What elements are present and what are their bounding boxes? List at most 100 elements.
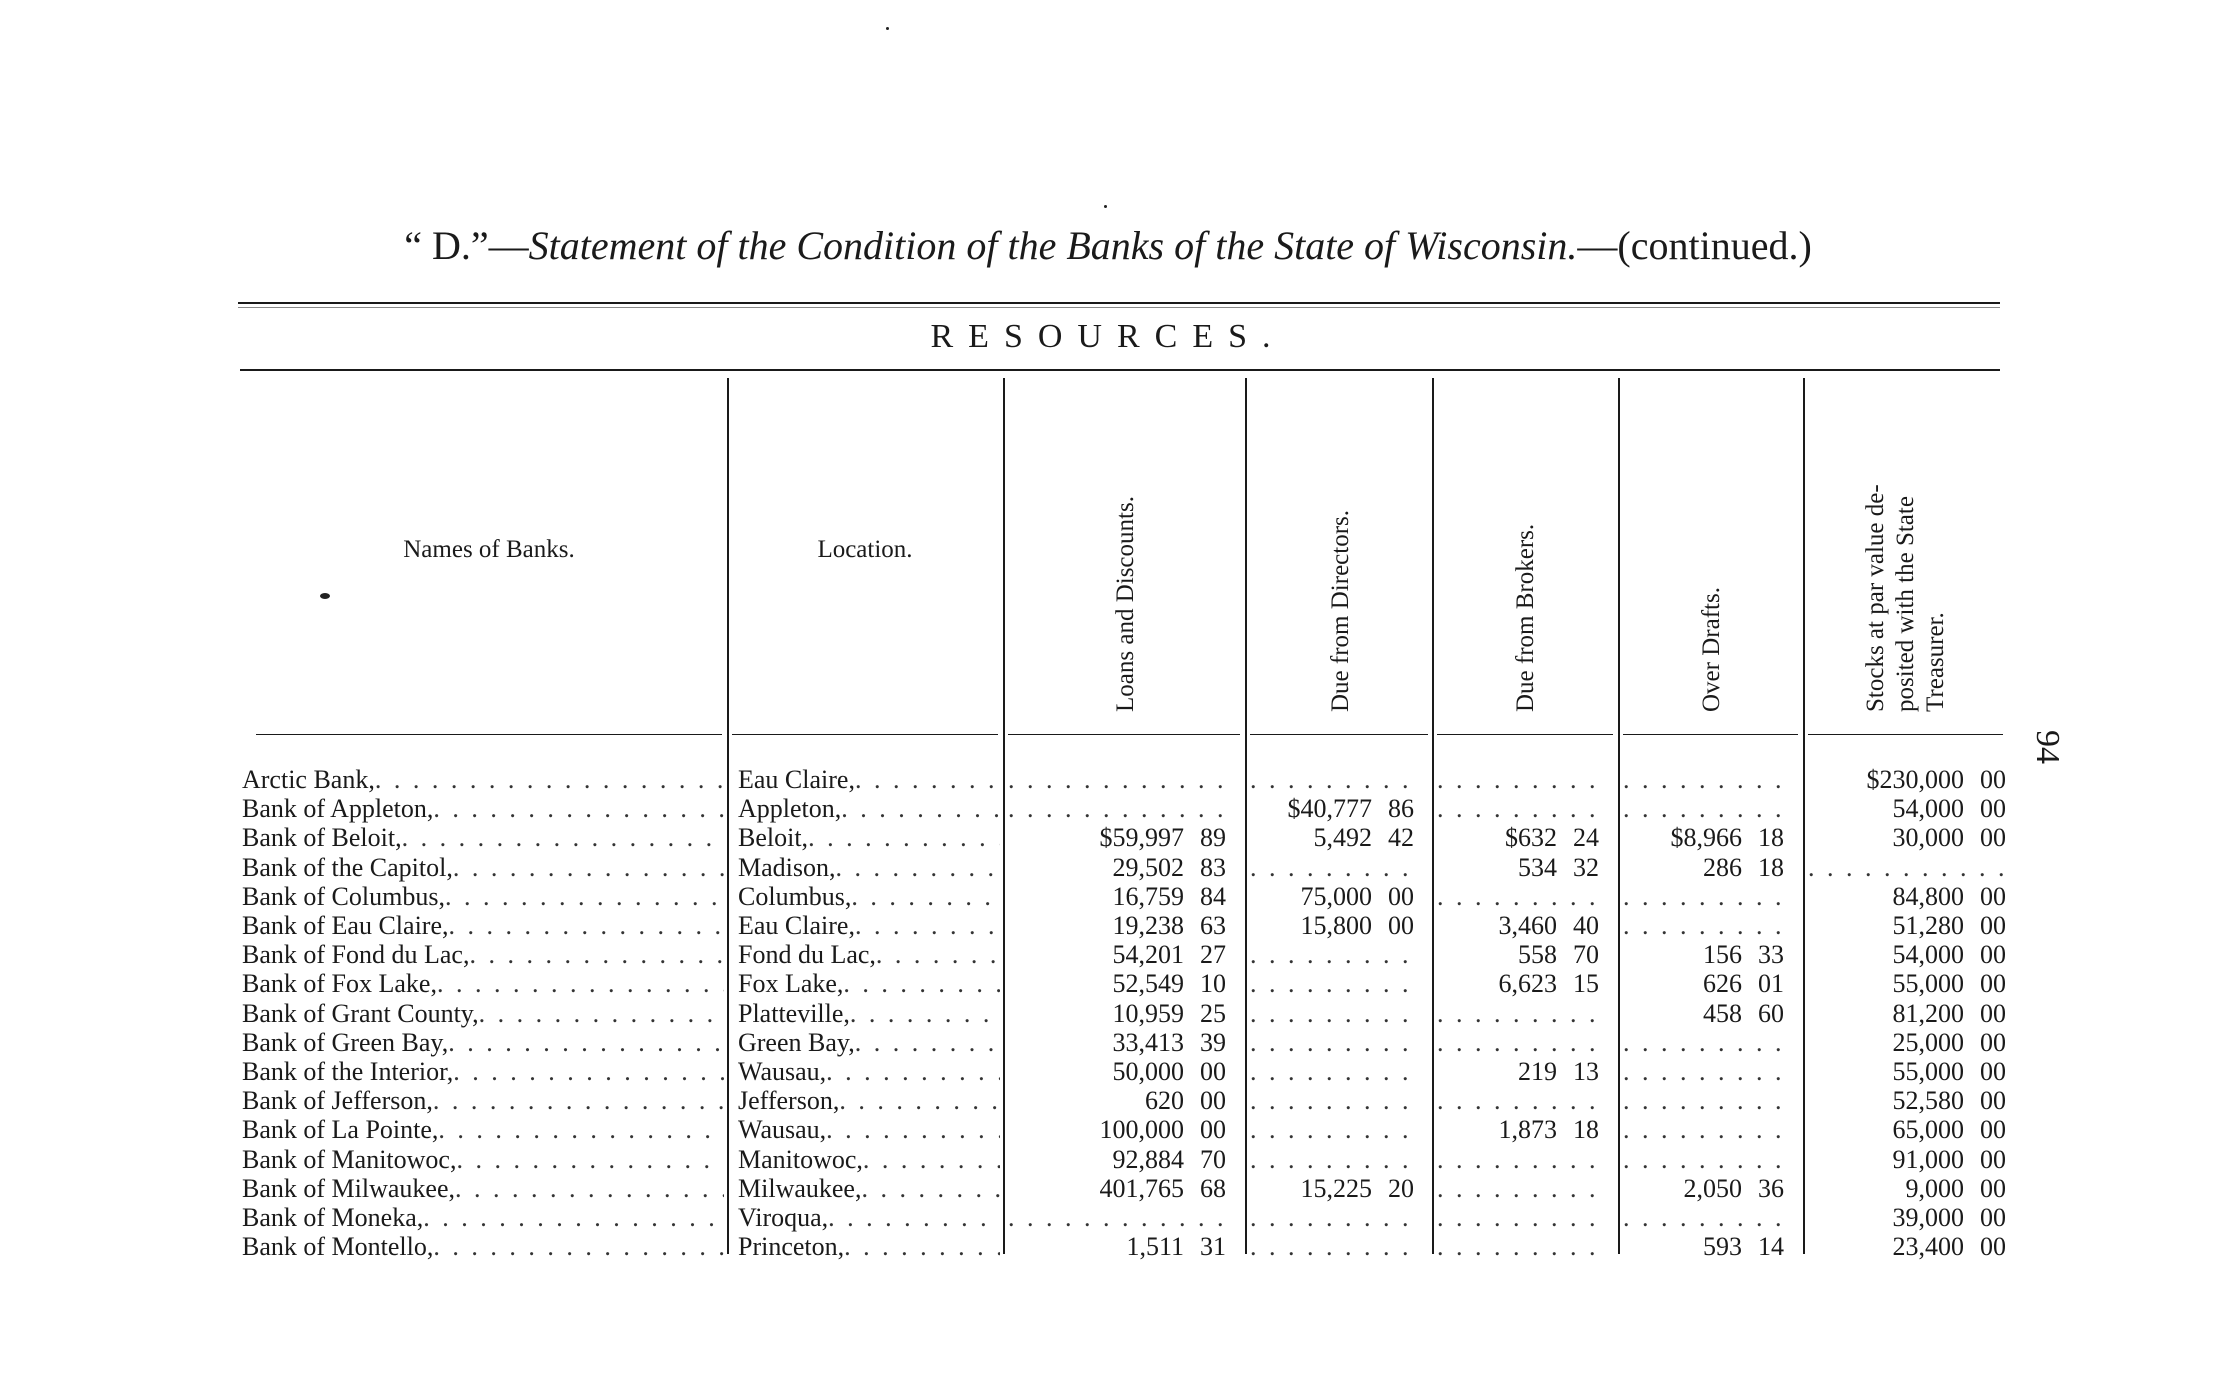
dot-leader: . . . . . . . . . . . . . . . . . . . . …: [433, 1232, 724, 1262]
page-number: 94: [2029, 730, 2066, 764]
dot-leader: . . . . . . . . . . . . . . . . . . . . …: [433, 794, 724, 824]
loans-cell: 401,765 68: [1008, 1173, 1227, 1203]
bank-name-cell: Bank of the Capitol,. . . . . . . . . . …: [242, 853, 724, 882]
directors-cell: 15,225 20: [1250, 1173, 1415, 1203]
stocks-dollars: 55,000: [1892, 1057, 1965, 1086]
table-row: Arctic Bank,. . . . . . . . . . . . . . …: [0, 765, 2216, 794]
loans-cell: 1,511 31: [1008, 1232, 1226, 1261]
stocks-cents: 00: [1980, 998, 2006, 1028]
dot-leader: . . . . . . . . . . . . . . . . . . . . …: [862, 1144, 1000, 1174]
brokers-cell: . . . . . . . . . . . . . . . . . . . . …: [1437, 1144, 1599, 1174]
brokers-cents: 32: [1573, 852, 1599, 882]
brokers-cell: . . . . . . . . . . . . . . . . . . . . …: [1437, 998, 1599, 1028]
loans-dollars: $59,997: [1099, 823, 1185, 853]
bank-location: Eau Claire,: [738, 911, 855, 940]
brokers-cents: 40: [1573, 911, 1599, 940]
overdrafts-dollars: $8,966: [1670, 823, 1743, 853]
dot-leader: . . . . . . . . . . . . . . . . . . . . …: [448, 911, 725, 940]
stocks-cell: 84,800 00: [1808, 882, 2007, 911]
bank-name-cell: Bank of Eau Claire,. . . . . . . . . . .…: [242, 911, 724, 940]
loans-cell: 33,413 39: [1008, 1028, 1227, 1057]
stocks-cents: 00: [1980, 1115, 2006, 1145]
brokers-cents: 24: [1573, 823, 1599, 853]
directors-dollars: 15,800: [1300, 911, 1373, 940]
loans-cell: 50,000 00: [1008, 1057, 1227, 1086]
loans-dollars: 401,765: [1099, 1173, 1185, 1203]
bank-name: Bank of Manitowoc,: [242, 1144, 457, 1174]
bank-location: Wausau,: [738, 1057, 827, 1086]
bank-name: Bank of Columbus,: [242, 881, 445, 911]
overdrafts-cents: 60: [1758, 998, 1784, 1028]
overdrafts-dollars: 458: [1703, 998, 1742, 1028]
loans-cents: 63: [1200, 911, 1226, 940]
stocks-dollars: 52,580: [1892, 1086, 1965, 1116]
stocks-cell: 55,000 00: [1808, 969, 2007, 998]
location-cell: Madison,. . . . . . . . . . . . . . . . …: [738, 853, 1000, 882]
location-cell: Beloit,. . . . . . . . . . . . . . . . .…: [738, 823, 1000, 852]
overdrafts-dollars: 626: [1703, 969, 1742, 999]
stocks-cell: 39,000 00: [1808, 1203, 2007, 1232]
stocks-cell: 91,000 00: [1808, 1144, 2007, 1174]
loans-cell: 100,000 00: [1008, 1115, 1227, 1144]
dot-leader: . . . . . . . . . . . . . . . . . . . . …: [456, 1144, 724, 1174]
dot-leader: . . . . . . . . . . . . . . . . . . . . …: [432, 1086, 724, 1116]
stocks-cents: 00: [1980, 911, 2006, 940]
overdrafts-cell: . . . . . . . . . . . . . . . . . . . . …: [1623, 1057, 1784, 1086]
location-cell: Fox Lake,. . . . . . . . . . . . . . . .…: [738, 969, 1000, 998]
bank-name-cell: Bank of Beloit,. . . . . . . . . . . . .…: [242, 823, 724, 852]
table-row: Bank of the Capitol,. . . . . . . . . . …: [0, 853, 2216, 882]
loans-dollars: 92,884: [1112, 1144, 1185, 1174]
brokers-dollars: 1,873: [1498, 1115, 1558, 1145]
brokers-cell: 219 13: [1437, 1057, 1599, 1086]
brokers-dollars: 558: [1518, 940, 1557, 970]
stocks-header-line2: posited with the State: [1892, 496, 1919, 712]
directors-cell: . . . . . . . . . . . . . . . . . . . . …: [1250, 1115, 1414, 1145]
column-divider: [727, 378, 729, 1254]
bank-name-cell: Bank of Fox Lake,. . . . . . . . . . . .…: [242, 969, 724, 998]
loans-cents: 68: [1200, 1173, 1226, 1203]
stocks-dollars: 39,000: [1892, 1203, 1965, 1232]
loans-dollars: 16,759: [1112, 881, 1185, 911]
dot-leader: . . . . . . . . . . . . . . . . . . . . …: [448, 1027, 724, 1057]
stocks-cell: 65,000 00: [1808, 1115, 2007, 1145]
location-cell: Viroqua,. . . . . . . . . . . . . . . . …: [738, 1203, 1000, 1232]
table-row: Bank of Fox Lake,. . . . . . . . . . . .…: [0, 969, 2216, 998]
loans-cell: 92,884 70: [1008, 1144, 1227, 1174]
stocks-dollars: 81,200: [1892, 998, 1965, 1028]
brokers-cell: . . . . . . . . . . . . . . . . . . . . …: [1437, 794, 1599, 824]
brokers-cell: 1,873 18: [1437, 1115, 1600, 1145]
table-row: Bank of Fond du Lac,. . . . . . . . . . …: [0, 940, 2216, 969]
bank-location: Wausau,: [738, 1115, 827, 1145]
loans-cell: 10,959 25: [1008, 999, 1227, 1028]
directors-dollars: 15,225: [1300, 1173, 1373, 1203]
table-row: Bank of Manitowoc,. . . . . . . . . . . …: [0, 1145, 2216, 1174]
directors-cell: 15,800 00: [1250, 911, 1415, 940]
title-prefix: “ D.”—: [404, 223, 529, 268]
bank-name: Bank of La Pointe,: [242, 1115, 439, 1145]
loans-dollars: 54,201: [1112, 940, 1185, 970]
dot-leader: . . . . . . . . . . . . . . . . . . . . …: [843, 969, 1000, 999]
directors-cell: . . . . . . . . . . . . . . . . . . . . …: [1250, 1144, 1414, 1174]
overdrafts-cell: . . . . . . . . . . . . . . . . . . . . …: [1623, 1027, 1784, 1057]
brokers-dollars: 3,460: [1498, 911, 1558, 940]
location-cell: Jefferson,. . . . . . . . . . . . . . . …: [738, 1086, 1000, 1115]
brokers-cell: . . . . . . . . . . . . . . . . . . . . …: [1437, 1232, 1599, 1262]
loans-dollars: 19,238: [1112, 911, 1185, 940]
loans-cents: 89: [1200, 823, 1226, 853]
dot-leader: . . . . . . . . . . . . . . . . . . . . …: [374, 765, 724, 794]
bank-location: Jefferson,: [738, 1086, 840, 1116]
stocks-cents: 00: [1980, 1144, 2006, 1174]
stocks-header-line3: Treasurer.: [1922, 612, 1949, 712]
dot-leader: . . . . . . . . . . . . . . . . . . . . …: [826, 1115, 1000, 1145]
section-heading: RESOURCES.: [930, 318, 1286, 355]
table-row: Bank of the Interior,. . . . . . . . . .…: [0, 1057, 2216, 1086]
column-divider: [1618, 378, 1620, 1254]
column-divider: [1003, 378, 1005, 1254]
stocks-dollars: 54,000: [1892, 940, 1965, 970]
brokers-cell: . . . . . . . . . . . . . . . . . . . . …: [1437, 1173, 1599, 1203]
overdrafts-cell: $8,966 18: [1623, 823, 1785, 853]
overdrafts-dollars: 156: [1703, 940, 1742, 970]
location-cell: Wausau,. . . . . . . . . . . . . . . . .…: [738, 1115, 1000, 1144]
brokers-cell: . . . . . . . . . . . . . . . . . . . . …: [1437, 765, 1599, 794]
bank-location: Viroqua,: [738, 1203, 829, 1232]
